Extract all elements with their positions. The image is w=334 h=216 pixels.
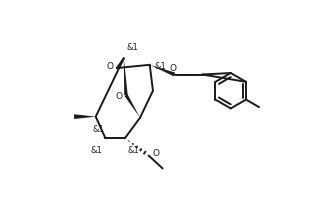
- Text: O: O: [107, 62, 114, 71]
- Text: &1: &1: [127, 146, 139, 155]
- Text: &1: &1: [127, 43, 138, 52]
- Polygon shape: [74, 114, 96, 119]
- Text: O: O: [152, 149, 159, 158]
- Text: &1: &1: [154, 62, 166, 71]
- Polygon shape: [125, 94, 140, 118]
- Text: O: O: [170, 64, 177, 73]
- Polygon shape: [150, 65, 175, 76]
- Polygon shape: [124, 58, 128, 95]
- Text: &1: &1: [91, 146, 103, 155]
- Text: &1: &1: [92, 125, 104, 134]
- Text: O: O: [116, 92, 123, 101]
